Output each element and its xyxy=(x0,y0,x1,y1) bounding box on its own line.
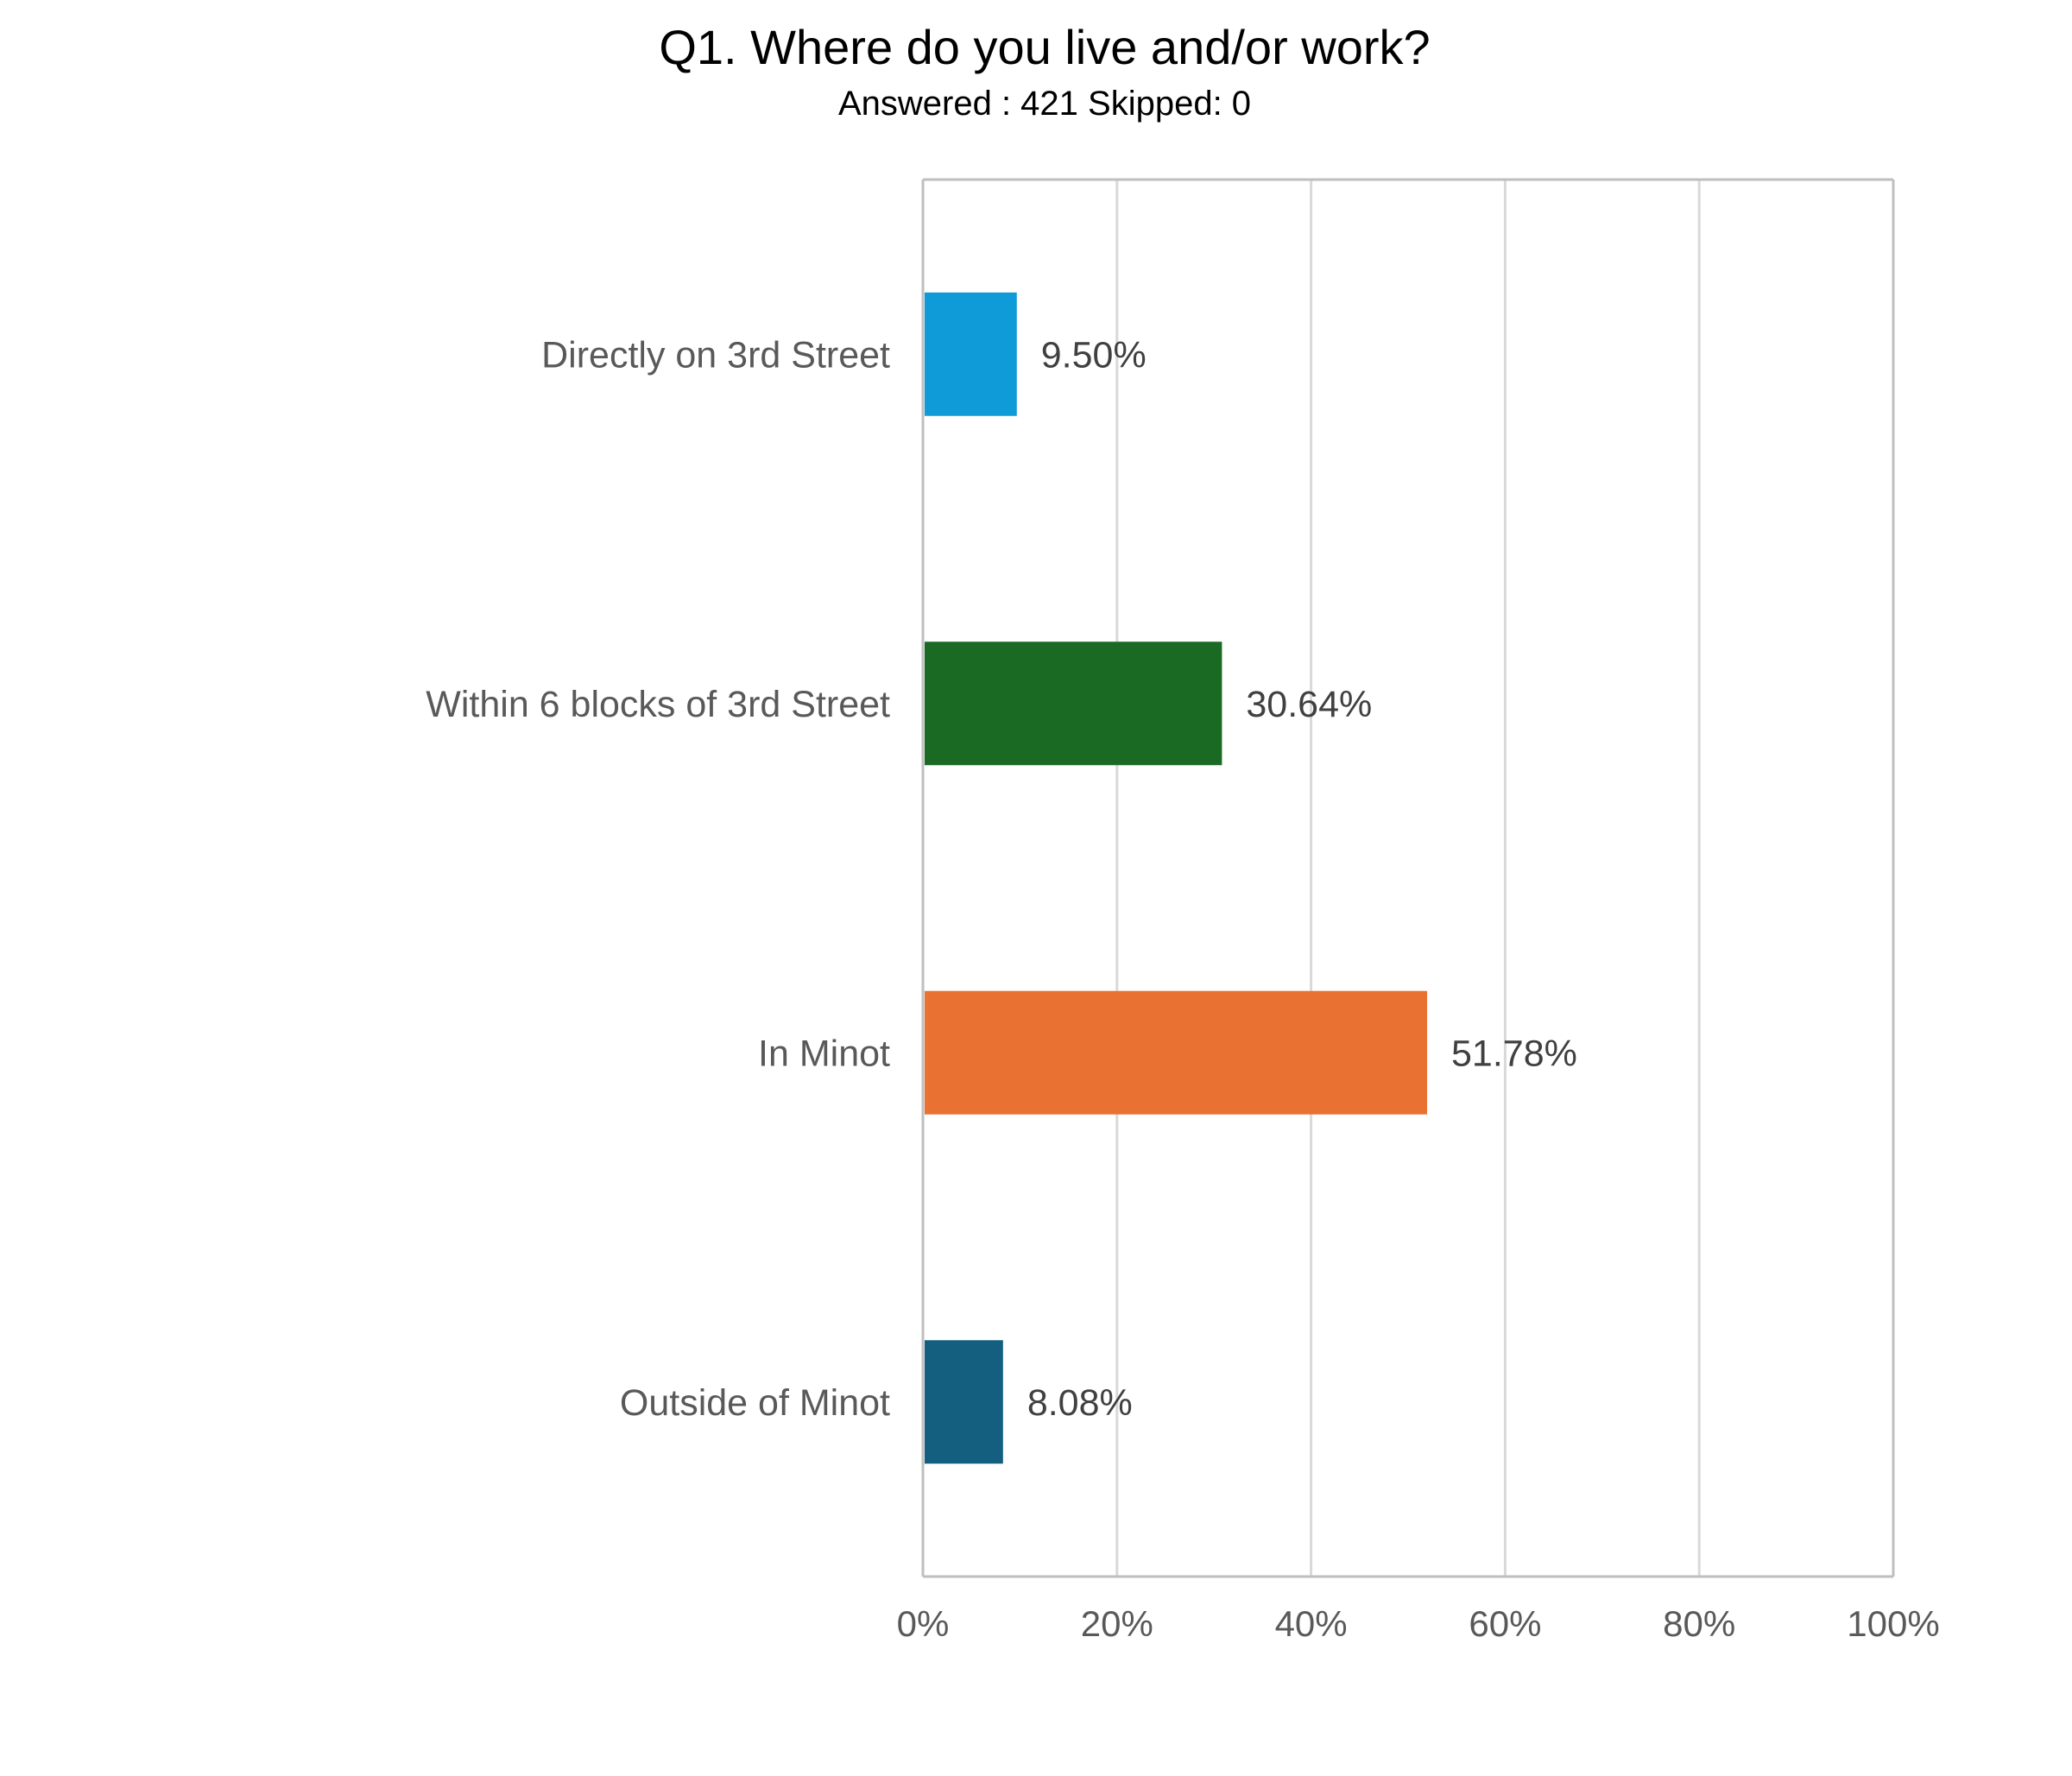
x-tick-label: 100% xyxy=(1847,1603,1939,1644)
x-tick-label: 40% xyxy=(1275,1603,1348,1644)
category-label: Within 6 blocks of 3rd Street xyxy=(426,684,890,725)
bar xyxy=(925,642,1222,766)
chart-subtitle: Answered : 421 Skipped: 0 xyxy=(837,85,1252,123)
data-label: 30.64% xyxy=(1246,684,1372,725)
chart-title: Q1. Where do you live and/or work? xyxy=(659,20,1431,74)
data-label: 9.50% xyxy=(1041,334,1147,376)
data-label: 8.08% xyxy=(1027,1382,1133,1424)
bar xyxy=(925,1340,1003,1464)
x-tick-label: 80% xyxy=(1663,1603,1735,1644)
x-tick-label: 60% xyxy=(1469,1603,1541,1644)
bar xyxy=(925,990,1428,1115)
bar xyxy=(925,292,1017,416)
category-label: Directly on 3rd Street xyxy=(541,334,890,376)
x-tick-label: 20% xyxy=(1081,1603,1153,1644)
category-label: Outside of Minot xyxy=(620,1382,890,1424)
data-label: 51.78% xyxy=(1451,1033,1577,1074)
category-label: In Minot xyxy=(758,1033,890,1074)
x-tick-label: 0% xyxy=(897,1603,950,1644)
